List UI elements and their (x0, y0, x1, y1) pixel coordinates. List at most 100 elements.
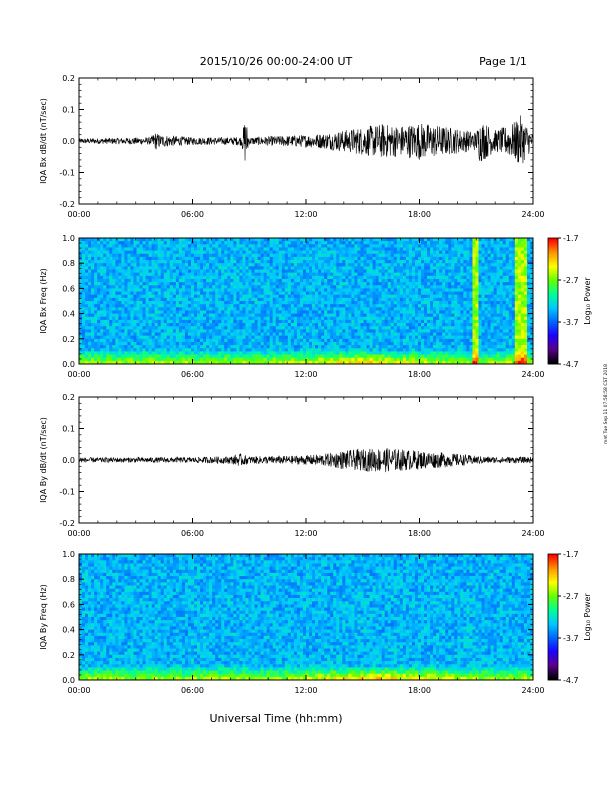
spectrogram-cell (309, 294, 313, 299)
spectrogram-cell (275, 341, 280, 346)
spectrogram-cell (296, 351, 301, 355)
spectrogram-cell (233, 272, 237, 277)
spectrogram-cell (260, 256, 264, 261)
spectrogram-cell (121, 272, 125, 277)
spectrogram-cell (375, 319, 379, 324)
spectrogram-cell (330, 263, 334, 267)
spectrogram-cell (242, 256, 246, 261)
spectrogram-cell (215, 247, 219, 251)
spectrogram-cell (436, 348, 440, 352)
spectrogram-cell (212, 238, 216, 242)
spectrogram-cell (439, 323, 443, 327)
spectrogram-cell (405, 307, 410, 311)
spectrogram-cell (336, 301, 340, 305)
spectrogram-cell (421, 256, 425, 261)
spectrogram-cell (278, 256, 283, 261)
spectrogram-cell (209, 341, 213, 346)
spectrogram-cell (333, 341, 337, 346)
spectrogram-cell (148, 256, 152, 261)
spectrogram-cell (251, 275, 255, 280)
spectrogram-cell (257, 241, 261, 245)
spectrogram-cell (157, 244, 162, 248)
spectrogram-cell (115, 244, 119, 248)
spectrogram-cell (442, 253, 446, 258)
spectrogram-cell (278, 348, 283, 352)
spectrogram-cell (79, 319, 83, 324)
spectrogram-cell (175, 250, 180, 255)
spectrogram-cell (175, 332, 180, 336)
spectrogram-cell (169, 326, 174, 330)
spectrogram-cell (390, 285, 395, 289)
spectrogram-cell (233, 247, 237, 251)
spectrogram-cell (321, 338, 325, 343)
spectrogram-cell (436, 316, 440, 321)
spectrogram-cell (103, 335, 107, 340)
spectrogram-cell (163, 269, 168, 273)
spectrogram-cell (136, 244, 140, 248)
spectrogram-cell (302, 263, 307, 267)
spectrogram-cell (278, 354, 283, 358)
spectrogram-cell (348, 278, 352, 283)
spectrogram-cell (172, 263, 177, 267)
spectrogram-cell (221, 316, 225, 321)
spectrogram-cell (290, 253, 295, 258)
spectrogram-cell (414, 294, 419, 299)
spectrogram-cell (390, 253, 395, 258)
spectrogram-cell (436, 341, 440, 346)
spectrogram-cell (206, 278, 210, 283)
spectrogram-cell (384, 323, 389, 327)
spectrogram-cell (363, 263, 367, 267)
spectrogram-cell (121, 253, 125, 258)
spectrogram-cell (430, 313, 434, 318)
spectrogram-cell (336, 253, 340, 258)
spectrogram-cell (430, 253, 434, 258)
spectrogram-cell (257, 310, 261, 314)
spectrogram-cell (194, 272, 198, 277)
spectrogram-cell (411, 294, 416, 299)
spectrogram-cell (151, 278, 155, 283)
spectrogram-cell (293, 345, 298, 349)
spectrogram-cell (148, 323, 152, 327)
spectrogram-cell (381, 278, 385, 283)
spectrogram-cell (224, 319, 228, 324)
spectrogram-cell (97, 275, 101, 280)
spectrogram-cell (302, 341, 307, 346)
spectrogram-cell (130, 335, 134, 340)
spectrogram-cell (275, 304, 280, 308)
spectrogram-cell (345, 288, 349, 292)
spectrogram-cell (336, 354, 340, 358)
spectrogram-cell (348, 360, 352, 365)
spectrogram-cell (363, 297, 367, 302)
spectrogram-cell (85, 313, 89, 318)
spectrogram-cell (315, 272, 319, 277)
spectrogram-cell (245, 263, 249, 267)
spectrogram-cell (221, 341, 225, 346)
spectrogram-cell (360, 288, 364, 292)
spectrogram-cell (436, 275, 440, 280)
spectrogram-cell (169, 244, 174, 248)
spectrogram-cell (106, 301, 110, 305)
spectrogram-cell (236, 338, 240, 343)
spectrogram-cell (245, 348, 249, 352)
spectrogram-cell (230, 329, 234, 333)
spectrogram-cell (390, 304, 395, 308)
spectrogram-cell (169, 263, 174, 267)
spectrogram-cell (272, 351, 277, 355)
spectrogram-cell (302, 351, 307, 355)
spectrogram-cell (442, 241, 446, 245)
spectrogram-cell (281, 304, 286, 308)
spectrogram-cell (212, 263, 216, 267)
spectrogram-cell (100, 285, 104, 289)
spectrogram-cell (354, 294, 358, 299)
spectrogram-cell (163, 253, 168, 258)
spectrogram-cell (169, 301, 174, 305)
spectrogram-cell (245, 319, 249, 324)
spectrogram-cell (218, 263, 222, 267)
spectrogram-cell (118, 338, 122, 343)
spectrogram-cell (79, 256, 83, 261)
spectrogram-cell (439, 307, 443, 311)
spectrogram-cell (248, 301, 252, 305)
spectrogram-cell (366, 253, 370, 258)
spectrogram-cell (218, 351, 222, 355)
spectrogram-cell (360, 297, 364, 302)
